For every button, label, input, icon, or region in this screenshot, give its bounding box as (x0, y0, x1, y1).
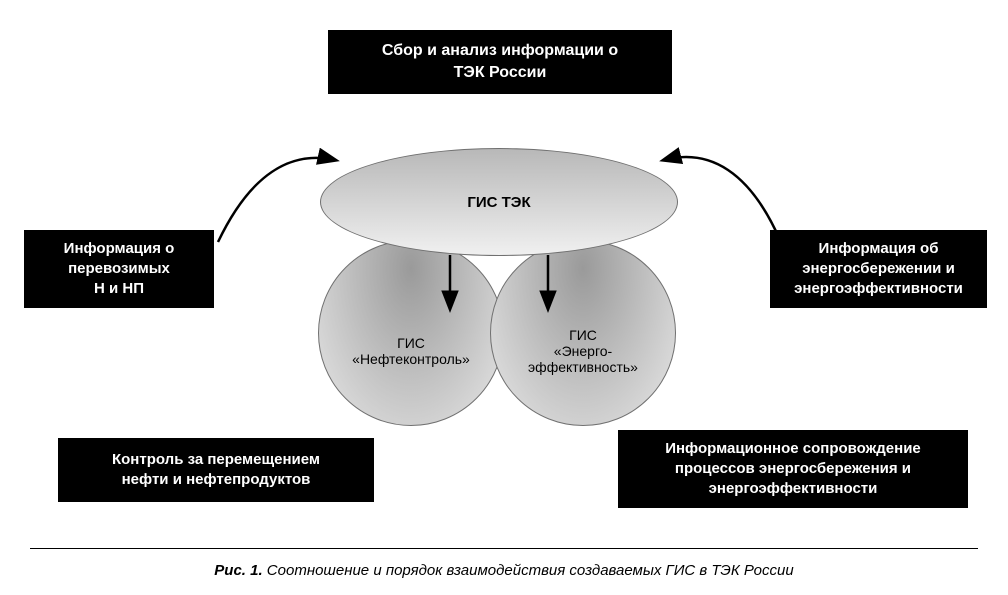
box-top-text: Сбор и анализ информации оТЭК России (382, 40, 618, 83)
figure-caption-prefix: Рис. 1. (214, 562, 262, 579)
box-bottom-left-text: Контроль за перемещениемнефти и нефтепро… (112, 450, 320, 491)
box-bottom-right-text: Информационное сопровождениепроцессов эн… (665, 439, 921, 500)
box-left-text: Информация оперевозимыхН и НП (64, 239, 175, 300)
figure-caption-text: Соотношение и порядок взаимодействия соз… (263, 562, 794, 579)
box-right-text: Информация обэнергосбережении иэнергоэфф… (794, 239, 963, 300)
circle-neftekontrol: ГИС«Нефтеконтроль» (318, 240, 504, 426)
circle-energoeffektivnost: ГИС«Энерго-эффективность» (490, 240, 676, 426)
arrow-left-curve (218, 158, 335, 242)
circle-energoeffektivnost-label: ГИС«Энерго-эффективность» (528, 327, 638, 375)
caption-divider (30, 548, 978, 549)
box-bottom-right: Информационное сопровождениепроцессов эн… (618, 430, 968, 508)
box-bottom-left: Контроль за перемещениемнефти и нефтепро… (58, 438, 374, 502)
ellipse-gis-tek: ГИС ТЭК (320, 148, 678, 256)
box-left: Информация оперевозимыхН и НП (24, 230, 214, 308)
circle-neftekontrol-label: ГИС«Нефтеконтроль» (352, 335, 470, 367)
box-top: Сбор и анализ информации оТЭК России (328, 30, 672, 94)
ellipse-gis-tek-label: ГИС ТЭК (467, 194, 530, 211)
box-right: Информация обэнергосбережении иэнергоэфф… (770, 230, 987, 308)
arrow-right-curve (664, 157, 780, 240)
figure-caption: Рис. 1. Соотношение и порядок взаимодейс… (0, 562, 1008, 579)
